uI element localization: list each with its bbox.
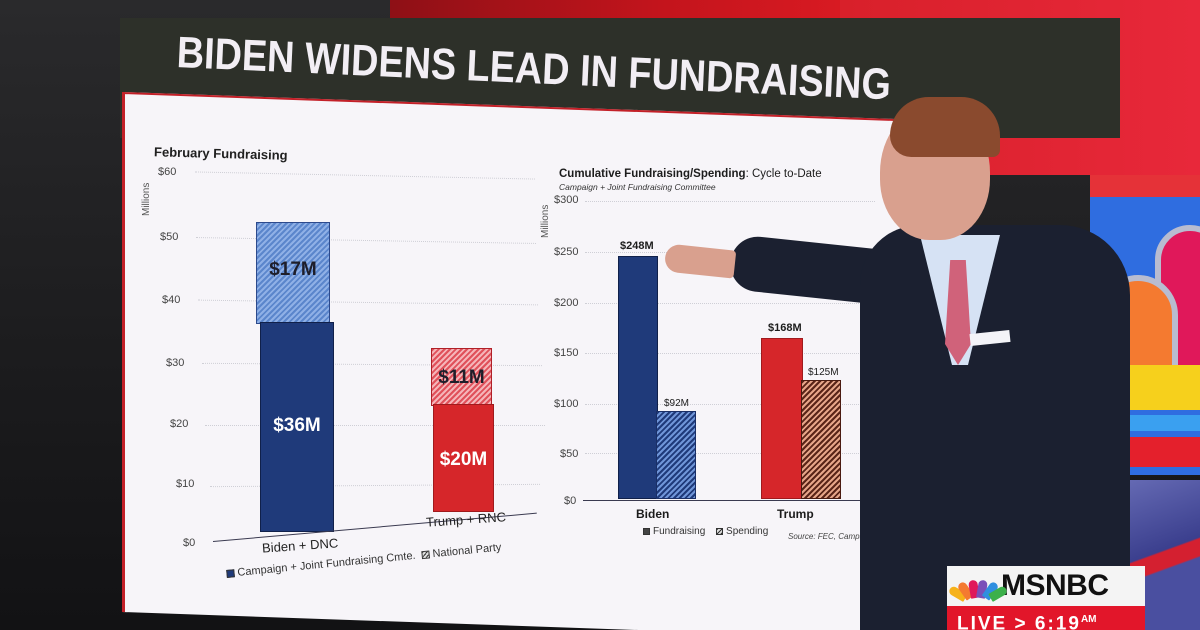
peacock-logo-icon [947,574,1009,602]
y-tick: $0 [183,537,196,549]
gridline [585,404,875,405]
y-tick: $300 [554,194,579,206]
left-y-axis-label: Millions [141,182,152,216]
time-suffix: AM [1080,614,1097,625]
category-label: Trump [777,507,814,521]
y-tick: $250 [554,246,579,258]
right-y-axis-label: Millions [540,204,551,238]
live-time-bar: LIVE > 6:19AM [947,606,1145,630]
x-axis-line [583,500,873,501]
bar-trump-spending [801,380,841,499]
live-arrow-icon: > [1014,613,1028,630]
y-tick: $30 [166,357,185,369]
y-tick: $20 [170,418,189,430]
broadcast-time: 6:19 [1034,613,1081,630]
bar-value-label: $125M [808,367,839,378]
right-chart-legend: Fundraising Spending [643,526,768,537]
live-label: LIVE [957,613,1008,630]
bar-trump-national-party: $11M [431,348,492,406]
network-bug: MSNBC LIVE > 6:19AM [947,566,1145,630]
bar-value-label: $248M [620,240,654,252]
bar-biden-spending [656,411,696,499]
presenter-hair [890,97,1000,157]
y-tick: $60 [158,166,177,178]
bar-value-label: $11M [438,367,485,388]
legend-label: Fundraising [653,526,706,537]
y-tick: $100 [554,398,579,410]
bar-trump-campaign: $20M [433,404,494,512]
network-logo-bar: MSNBC [947,566,1145,606]
y-tick: $10 [176,478,195,490]
y-tick: $40 [162,294,181,306]
gridline [585,201,875,202]
y-tick: $50 [160,231,179,243]
legend-swatch [421,550,430,560]
right-chart-title-bold: Cumulative Fundraising/Spending [559,168,746,180]
gridline [585,303,875,304]
bar-value-label: $92M [664,398,690,409]
legend-swatch [226,569,235,578]
category-label: Biden [636,507,670,521]
right-chart-subtitle: Campaign + Joint Fundraising Committee [559,182,716,192]
bar-biden-campaign: $36M [260,322,334,532]
presenter-suit [860,225,1130,630]
presenter-tie [945,260,971,365]
bar-value-label: $20M [439,449,488,470]
presenter [663,95,1140,630]
legend-label: Spending [726,526,769,537]
bar-trump-fundraising [761,338,803,499]
y-tick: $0 [564,495,577,507]
y-tick: $50 [560,448,579,460]
bar-value-label: $168M [768,322,802,334]
legend-swatch [643,528,650,535]
right-chart-title: Cumulative Fundraising/Spending: Cycle t… [559,168,822,180]
network-name: MSNBC [1001,569,1109,602]
source-note: Source: FEC, Campa [788,532,865,541]
gridline [585,353,875,354]
gridline [585,453,875,454]
legend-swatch [716,528,724,535]
y-tick: $200 [554,297,579,309]
y-tick: $150 [554,347,579,359]
bar-biden-national-party: $17M [256,222,330,324]
bar-value-label: $36M [273,415,321,436]
bar-value-label: $17M [269,259,317,280]
right-chart-title-light: : Cycle to-Date [745,168,822,180]
bar-biden-fundraising [618,256,658,499]
gridline [205,425,545,426]
